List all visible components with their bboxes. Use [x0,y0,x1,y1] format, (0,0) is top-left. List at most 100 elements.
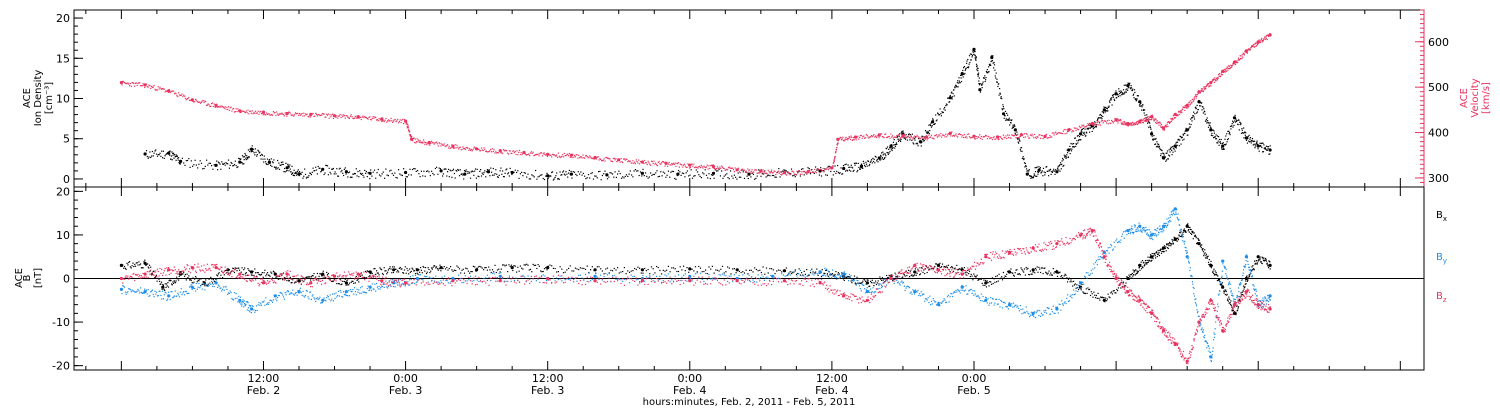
data-dot [147,263,148,264]
data-dot [582,268,583,269]
data-dot [684,164,685,165]
data-dot [195,276,196,277]
data-dot [1061,164,1062,165]
data-dot [1204,253,1205,254]
data-dot [510,266,511,267]
data-dot [727,177,728,178]
data-dot [1108,107,1109,108]
data-dot [286,116,287,117]
data-dot [1214,82,1215,83]
data-dot [265,114,266,115]
data-dot [1133,95,1134,96]
data-dot [490,168,491,169]
data-dot [459,268,460,269]
data-dot [269,163,270,164]
data-dot [1071,131,1072,132]
data-dot [1103,122,1104,123]
data-dot [498,269,499,270]
data-dot [1206,86,1207,87]
data-dot [1199,242,1200,243]
data-dot [402,119,403,120]
data-dot [465,171,466,172]
data-dot [534,265,535,266]
data-dot [1203,91,1204,92]
data-dot [583,268,584,269]
data-dot [1039,134,1040,135]
data-dot [515,151,516,152]
data-dot [255,148,256,149]
data-dot [702,172,703,173]
data-dot [624,158,625,159]
data-dot [747,273,748,274]
data-dot [1094,295,1095,296]
data-dot [148,158,149,159]
data-dot [594,175,595,176]
data-dot [1000,137,1001,138]
data-dot [324,114,325,115]
data-dot [849,137,850,138]
data-dot [707,273,708,274]
data-dot [1242,54,1243,55]
data-dot [972,279,973,280]
data-dot [561,156,562,157]
data-dot [236,165,237,166]
data-dot [1256,142,1257,143]
data-dot [433,267,434,268]
data-dot [522,154,523,155]
data-dot [1153,118,1154,119]
data-dot [973,52,974,53]
data-dot [792,175,793,176]
data-dot [163,151,164,152]
data-dot [964,267,965,268]
data-dot [1067,152,1068,153]
data-dot [1215,270,1216,271]
data-dot [1265,259,1266,260]
data-dot [971,274,972,275]
data-dot [465,149,466,150]
data-dot [181,294,182,295]
data-dot [473,266,474,267]
data-dot [1061,275,1062,276]
data-dot [520,154,521,155]
data-dot [198,164,199,165]
data-dot [672,164,673,165]
data-dot [154,291,155,292]
data-dot [280,114,281,115]
data-dot [957,136,958,137]
data-dot [254,113,255,114]
data-dot [431,141,432,142]
data-dot [697,171,698,172]
data-dot [610,270,611,271]
data-dot [583,173,584,174]
data-dot [546,173,547,174]
data-dot [1169,123,1170,124]
data-dot [275,115,276,116]
data-dot [744,170,745,171]
data-dot [741,272,742,273]
data-dot [868,161,869,162]
data-dot [851,282,852,283]
data-dot [775,174,776,175]
data-dot [253,113,254,114]
data-dot [206,284,207,285]
data-dot [446,175,447,176]
data-dot [516,272,517,273]
data-dot [1188,128,1189,129]
data-dot [1049,170,1050,171]
data-dot [952,98,953,99]
data-dot [892,148,893,149]
data-dot [160,295,161,296]
data-dot [176,93,177,94]
data-dot [170,280,171,281]
data-dot [1257,264,1258,265]
data-dot [287,170,288,171]
data-dot [1069,128,1070,129]
data-dot [758,270,759,271]
data-dot [1141,110,1142,111]
data-dot [1074,284,1075,285]
data-dot [867,135,868,136]
data-dot [1187,135,1188,136]
data-dot [162,157,163,158]
data-dot [1182,109,1183,110]
data-dot [768,175,769,176]
